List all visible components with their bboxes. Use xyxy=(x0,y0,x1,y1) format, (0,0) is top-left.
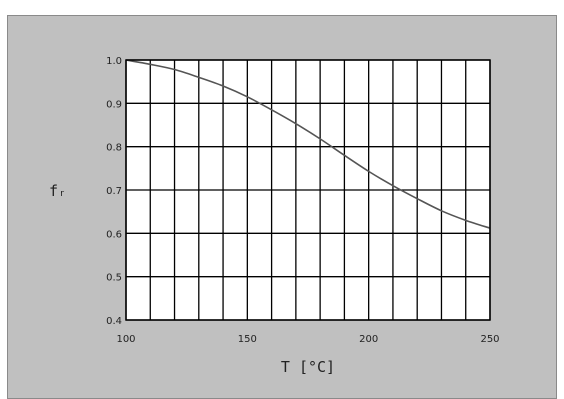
y-tick-label: 0.6 xyxy=(106,229,122,240)
y-tick-labels: 0.4 0.5 0.6 0.7 0.8 0.9 1.0 xyxy=(106,56,122,327)
x-tick-label: 100 xyxy=(116,334,135,345)
y-tick-label: 0.5 xyxy=(106,273,122,284)
x-axis-label: T [°C] xyxy=(281,358,335,376)
y-axis-label: fᵣ xyxy=(49,182,67,200)
x-tick-label: 150 xyxy=(238,334,257,345)
y-tick-label: 0.4 xyxy=(106,316,122,327)
plot-border xyxy=(125,59,491,321)
x-tick-label: 200 xyxy=(359,334,378,345)
y-tick-label: 0.8 xyxy=(106,143,122,154)
x-tick-label: 250 xyxy=(480,334,499,345)
data-series-line xyxy=(125,59,491,229)
y-tick-label: 0.7 xyxy=(106,186,122,197)
y-tick-label: 1.0 xyxy=(106,56,122,67)
x-tick-labels: 100 150 200 250 xyxy=(116,334,499,345)
y-tick-label: 0.9 xyxy=(106,99,122,110)
